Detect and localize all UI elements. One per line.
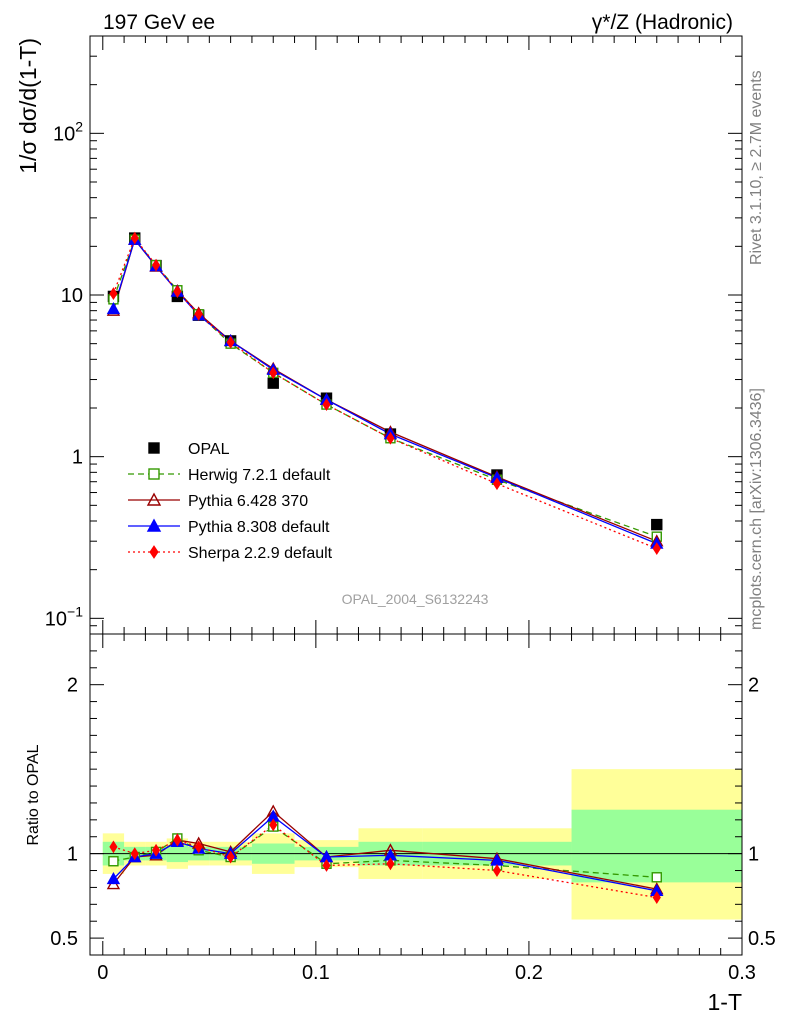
legend-label-0: OPAL <box>188 441 230 458</box>
watermark: OPAL_2004_S6132243 <box>342 591 489 607</box>
legend-label-2: Pythia 6.428 370 <box>188 493 308 510</box>
ratio-band-inner-10 <box>571 809 742 883</box>
main-point-sherpa-2-2-9-default-6 <box>269 366 278 380</box>
ratio-point-pythia-8-308-default-0 <box>106 872 121 885</box>
ratio-frame <box>89 633 743 956</box>
legend-marker-1 <box>148 468 160 480</box>
main-point-sherpa-2-2-9-default-10 <box>652 542 661 556</box>
main-y-tick-label-3: 10−1 <box>45 603 83 630</box>
ratio-y-tick-label-right-2: 0.5 <box>748 928 776 950</box>
ratio-point-herwig-7-2-1-default-10 <box>651 872 662 883</box>
ratio-point-sherpa-2-2-9-default-4 <box>194 840 203 854</box>
main-point-opal-6 <box>267 377 279 389</box>
side-text-bottom: mcplots.cern.ch [arXiv:1306.3436] <box>748 388 765 630</box>
ratio-point-sherpa-2-2-9-default-10 <box>652 891 661 904</box>
main-point-sherpa-2-2-9-default-0 <box>109 287 118 301</box>
legend-marker-2 <box>146 492 162 506</box>
main-point-sherpa-2-2-9-default-1 <box>130 231 139 245</box>
main-y-tick-label-0: 102 <box>53 118 83 145</box>
ratio-point-sherpa-2-2-9-default-2 <box>151 843 161 857</box>
ratio-point-sherpa-2-2-9-default-0 <box>109 840 118 854</box>
main-point-opal-10 <box>651 518 663 531</box>
x-tick-label-1: 0.1 <box>302 962 330 984</box>
ratio-point-sherpa-2-2-9-default-1 <box>130 847 139 861</box>
main-point-sherpa-2-2-9-default-8 <box>386 431 395 445</box>
ratio-point-sherpa-2-2-9-default-9 <box>492 864 502 877</box>
header-right: γ*/Z (Hadronic) <box>592 11 733 34</box>
legend-label-1: Herwig 7.2.1 default <box>188 467 331 484</box>
main-point-sherpa-2-2-9-default-5 <box>226 335 235 349</box>
main-point-sherpa-2-2-9-default-4 <box>194 307 203 321</box>
main-point-pythia-8-308-default-0 <box>106 301 121 315</box>
ratio-y-label: Ratio to OPAL <box>25 744 42 845</box>
ratio-y-tick-label-2: 0.5 <box>50 928 78 950</box>
x-axis-label: 1-T <box>708 989 743 1015</box>
x-tick-label-0: 0 <box>97 962 108 984</box>
ratio-y-tick-label-right-1: 1 <box>748 844 759 866</box>
header-left: 197 GeV ee <box>103 11 215 34</box>
main-point-sherpa-2-2-9-default-3 <box>173 285 182 299</box>
main-y-label: 1/σ dσ/d(1-T) <box>15 38 41 174</box>
legend-marker-3 <box>146 518 162 532</box>
ratio-y-tick-label-0: 2 <box>67 675 78 697</box>
legend-label-3: Pythia 8.308 default <box>188 519 330 536</box>
main-panel: 102 10 1 10−1 1/σ dσ/d(1-T) OPAL_2004_S6132… <box>15 35 743 635</box>
main-point-sherpa-2-2-9-default-7 <box>322 398 331 412</box>
ratio-line-sherpa-2-2-9-default <box>113 824 657 899</box>
ratio-panel: 0 0.1 0.2 0.3 2 2 1 1 0.5 0.5 Ratio to OPAL 1-T <box>25 633 776 1015</box>
ratio-point-sherpa-2-2-9-default-6 <box>269 818 278 832</box>
x-tick-label-3: 0.3 <box>728 962 756 984</box>
legend-marker-0 <box>148 442 160 454</box>
legend: OPAL Herwig 7.2.1 default Pythia 6.428 370… <box>128 441 333 562</box>
legend-label-4: Sherpa 2.2.9 default <box>188 545 333 562</box>
ratio-point-sherpa-2-2-9-default-5 <box>226 850 235 864</box>
ratio-point-sherpa-2-2-9-default-3 <box>173 833 182 847</box>
main-point-sherpa-2-2-9-default-9 <box>492 477 502 491</box>
legend-marker-4 <box>149 545 159 559</box>
main-point-sherpa-2-2-9-default-2 <box>151 258 161 272</box>
ratio-y-tick-label-right-0: 2 <box>748 675 759 697</box>
ratio-point-sherpa-2-2-9-default-8 <box>386 857 395 871</box>
main-y-tick-label-1: 10 <box>61 285 83 307</box>
main-y-tick-label-2: 1 <box>72 447 83 469</box>
ratio-y-tick-label-1: 1 <box>67 844 78 866</box>
ratio-point-herwig-7-2-1-default-0 <box>108 856 119 867</box>
x-tick-label-2: 0.2 <box>515 962 543 984</box>
ratio-point-sherpa-2-2-9-default-7 <box>322 859 331 872</box>
side-text-top: Rivet 3.1.10, ≥ 2.7M events <box>748 70 765 265</box>
